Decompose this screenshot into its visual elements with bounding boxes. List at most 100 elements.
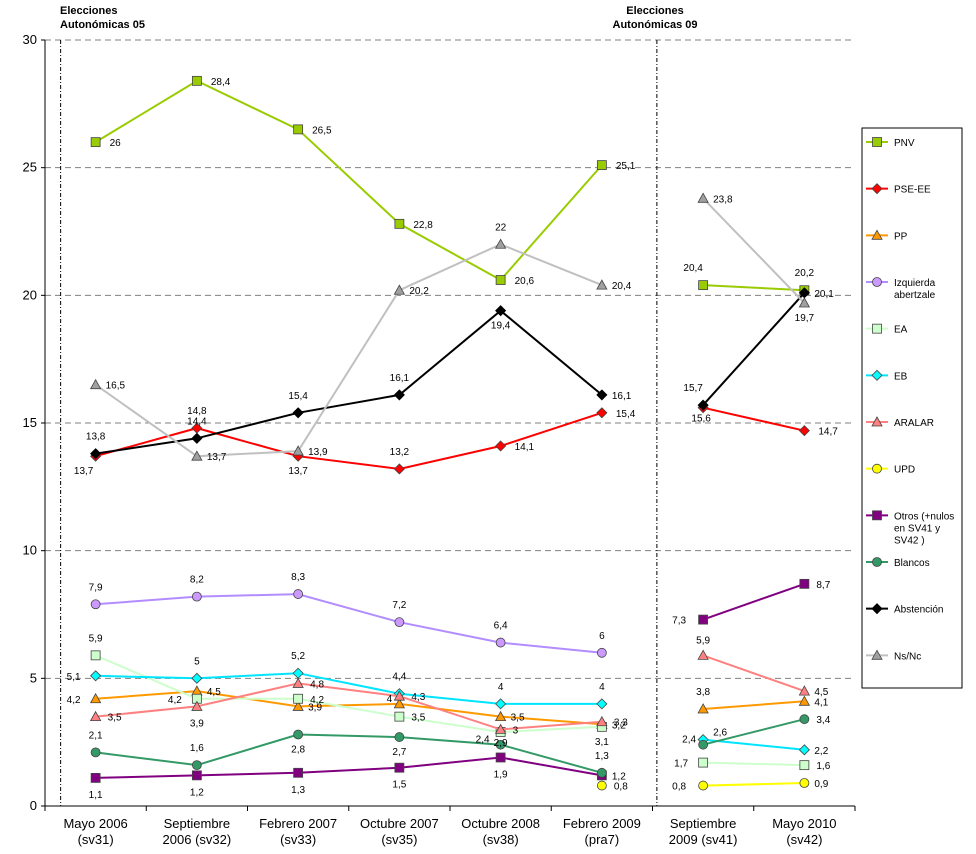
data-label-eb-2: 5,2 — [291, 651, 305, 662]
data-label-izquierda-abertzale-4: 6,4 — [494, 621, 508, 632]
data-label-ea-4: 2,9 — [494, 738, 508, 749]
x-category-label-6: Septiembre 2009 (sv41) — [669, 816, 738, 847]
point-pnv-6 — [698, 280, 709, 291]
legend-label-line: Izquierda — [894, 278, 936, 289]
point-upd-6 — [698, 780, 709, 791]
point-blancos-0 — [90, 747, 101, 758]
data-label-izquierda-abertzale-2: 8,3 — [291, 572, 305, 583]
data-label-ns-nc-6: 23,8 — [713, 194, 733, 205]
x-category-line: 2009 (sv41) — [669, 832, 738, 847]
data-label-pnv-3: 22,8 — [413, 220, 433, 231]
point-pnv-4 — [495, 275, 506, 285]
series-line-ea-1 — [703, 761, 805, 767]
point-eb-2 — [292, 667, 304, 679]
x-category-line: Octubre 2007 — [360, 816, 439, 831]
point-aralar-5 — [596, 715, 608, 727]
point-eb-5 — [596, 698, 608, 710]
legend: PNV PSE-EE PP Izquierda abertzale EA EB ARALAR U… — [861, 127, 963, 689]
y-tick-label-30: 30 — [23, 32, 37, 47]
y-tick-label-0: 0 — [30, 798, 37, 813]
data-label-abstencion-5: 16,1 — [612, 391, 632, 402]
x-category-line: Mayo 2006 — [63, 816, 127, 831]
data-label-blancos-6: 2,4 — [682, 735, 696, 746]
y-tick-label-5: 5 — [30, 670, 37, 685]
point-pp-6 — [697, 703, 709, 714]
point-abstencion-1 — [191, 432, 203, 444]
data-label-eb-3: 4,4 — [392, 672, 406, 683]
series-abstencion — [90, 287, 810, 460]
data-label-pse-ee-0: 13,7 — [74, 466, 94, 477]
point-otros-nulos-en-sv41-y-sv42-7 — [799, 578, 810, 589]
data-label-pse-ee-4: 14,1 — [515, 442, 535, 453]
point-pnv-2 — [293, 124, 304, 135]
data-label-pp-1: 4,5 — [207, 687, 221, 698]
data-label-ns-nc-4: 22 — [495, 222, 507, 233]
point-eb-0 — [90, 670, 102, 682]
legend-swatch-marker — [871, 603, 883, 615]
data-label-pnv-4: 20,6 — [515, 276, 535, 287]
point-ea-6 — [698, 757, 709, 768]
point-ns-nc-7 — [798, 297, 811, 308]
point-abstencion-2 — [292, 407, 304, 419]
legend-label-pnv: PNV — [894, 138, 915, 149]
legend-label-abstencion: Abstención — [894, 605, 943, 616]
point-aralar-7 — [798, 685, 811, 696]
legend-label-line: ARALAR — [894, 418, 934, 429]
series-line-blancos-0 — [95, 733, 603, 774]
series-line-ea-0 — [95, 654, 602, 734]
legend-box — [861, 127, 963, 689]
data-label-ea-5: 3,1 — [595, 737, 609, 748]
point-pnv-5 — [596, 160, 607, 171]
point-izquierda-abertzale-1 — [191, 591, 202, 602]
point-pp-0 — [89, 692, 102, 704]
data-label-abstencion-3: 16,1 — [390, 373, 410, 384]
data-label-aralar-5: 3,3 — [614, 718, 628, 729]
point-blancos-7 — [799, 714, 810, 725]
x-category-label-5: Febrero 2009 (pra7) — [563, 816, 641, 847]
data-label-blancos-7: 3,4 — [816, 715, 830, 726]
point-aralar-6 — [697, 649, 709, 660]
data-label-pp-3: 4 — [387, 694, 393, 705]
data-label-ns-nc-5: 20,4 — [612, 281, 632, 292]
x-category-line: Febrero 2007 — [259, 816, 337, 831]
point-abstencion-6 — [697, 399, 709, 411]
point-ns-nc-4 — [494, 238, 507, 249]
data-label-otros-nulos-en-sv41-y-sv42-2: 1,3 — [291, 785, 305, 796]
point-aralar-0 — [89, 710, 102, 722]
point-ea-0 — [90, 650, 101, 661]
point-aralar-4 — [494, 723, 507, 734]
x-category-line: Septiembre — [164, 816, 230, 831]
legend-label-line: PSE-EE — [894, 185, 931, 196]
data-label-pnv-2: 26,5 — [312, 125, 332, 136]
data-label-pp-7: 4,1 — [814, 697, 828, 708]
data-label-eb-7: 2,2 — [814, 746, 828, 757]
data-label-pnv-5: 25,1 — [616, 161, 636, 172]
data-label-otros-nulos-en-sv41-y-sv42-4: 1,9 — [494, 769, 508, 780]
y-tick-label-20: 20 — [23, 287, 37, 302]
point-abstencion-0 — [90, 448, 102, 460]
point-otros-nulos-en-sv41-y-sv42-4 — [495, 752, 506, 763]
data-label-aralar-7: 4,5 — [814, 687, 828, 698]
legend-label-line: Abstención — [894, 605, 943, 616]
legend-swatch-marker — [872, 277, 882, 287]
series-line-ns-nc-1 — [702, 197, 806, 304]
annotation-line: Elecciones — [626, 5, 683, 17]
legend-label-blancos: Blancos — [894, 558, 930, 569]
x-category-line: Mayo 2010 — [772, 816, 836, 831]
legend-item-ns-nc: Ns/Nc — [866, 649, 921, 662]
x-category-label-3: Octubre 2007 (sv35) — [360, 816, 439, 847]
point-pnv-1 — [191, 75, 202, 86]
legend-swatch-marker — [872, 323, 882, 334]
point-ea-2 — [293, 693, 304, 704]
series-upd — [596, 778, 810, 791]
point-pp-7 — [798, 695, 811, 706]
point-izquierda-abertzale-4 — [495, 637, 506, 648]
data-label-otros-nulos-en-sv41-y-sv42-7: 8,7 — [816, 580, 830, 591]
series-aralar — [89, 649, 811, 734]
legend-item-izquierda-abertzale: Izquierda abertzale — [866, 277, 936, 301]
data-label-otros-nulos-en-sv41-y-sv42-6: 7,3 — [672, 616, 686, 627]
legend-item-pnv: PNV — [866, 137, 915, 149]
legend-label-otros-nulos-en-sv41-y-sv42: Otros (+nulos en SV41 y SV42 ) — [894, 511, 954, 546]
legend-label-eb: EB — [894, 371, 908, 382]
